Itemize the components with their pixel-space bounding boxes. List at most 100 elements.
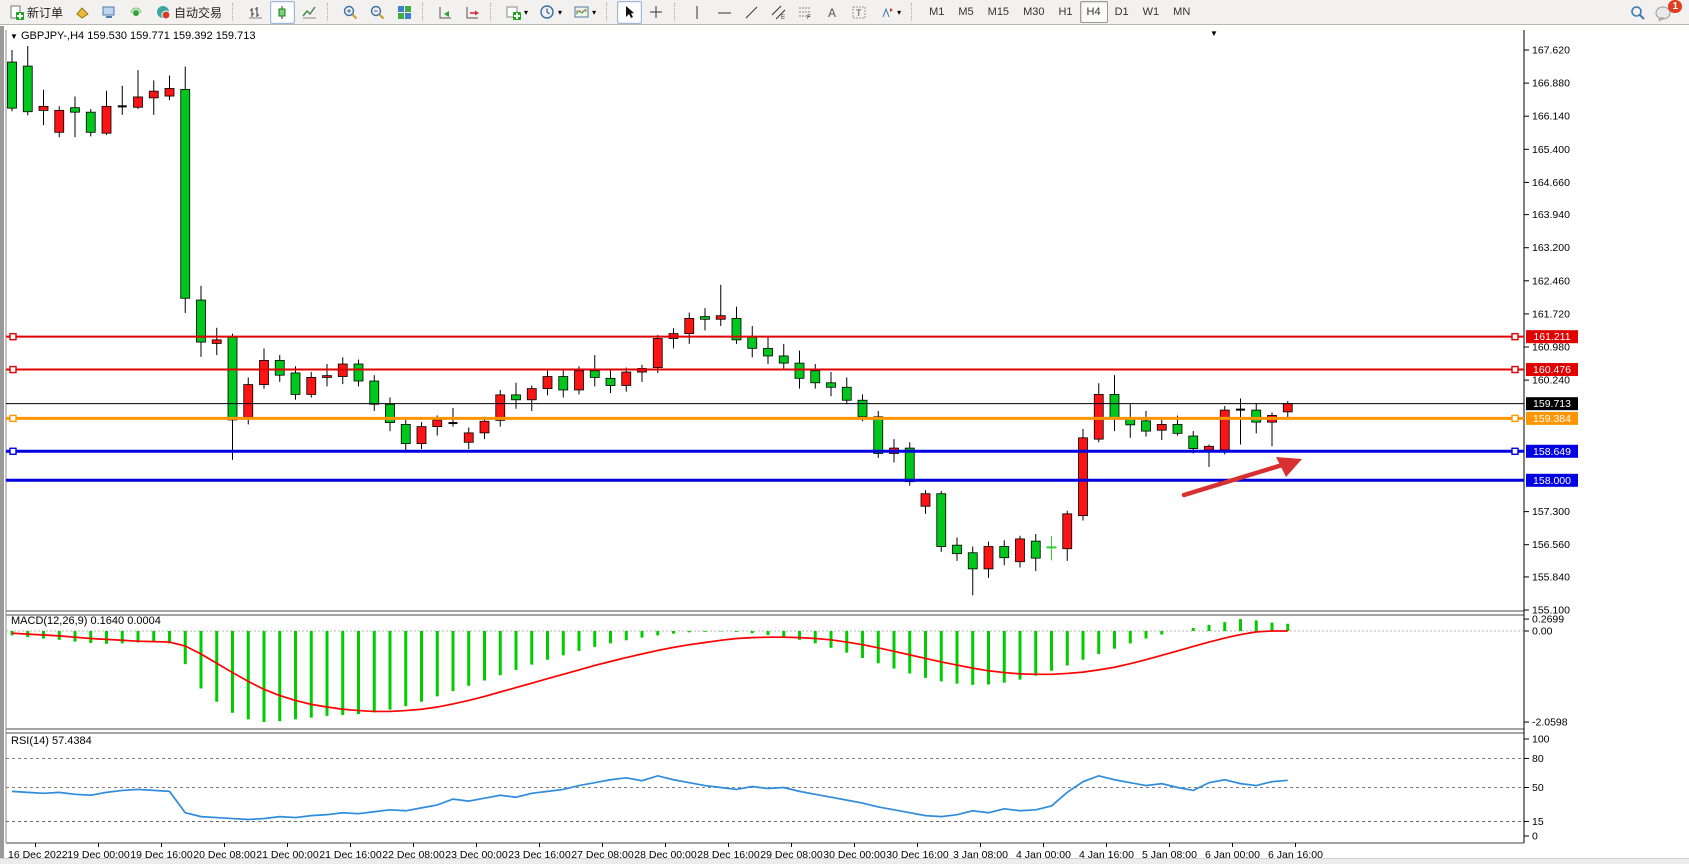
line-chart-button[interactable] — [297, 1, 322, 24]
search-icon[interactable] — [1630, 5, 1645, 20]
timeframe-mn-button[interactable]: MN — [1173, 6, 1191, 18]
indicators-icon — [506, 5, 522, 20]
chart-window: 167.620 166.880 166.140 165.400 164.660 163.9… — [0, 26, 1689, 864]
horizontal-line-icon — [717, 5, 732, 20]
cursor-icon — [622, 5, 637, 20]
auto-trading-button[interactable]: 自动交易 — [151, 1, 227, 24]
chart-shift-button[interactable] — [460, 1, 485, 24]
bar-chart-button[interactable] — [243, 1, 268, 24]
profiles-icon — [75, 5, 90, 20]
signals-icon — [129, 5, 144, 20]
toolbar-separator — [490, 3, 496, 21]
auto-trading-label: 自动交易 — [174, 5, 223, 20]
notification-count-badge: 1 — [1668, 0, 1682, 13]
symbol-dropdown-icon[interactable]: ▼ — [10, 32, 18, 41]
hline-158.000[interactable]: 158.000 — [6, 473, 1578, 487]
indicators-button[interactable]: ▾ — [501, 1, 533, 24]
toolbar-separator — [327, 3, 333, 21]
arrows-icon — [879, 5, 894, 20]
svg-text:161.211: 161.211 — [1533, 331, 1570, 343]
channel-tool-button[interactable]: E — [766, 1, 791, 24]
equidistant-channel-icon: E — [771, 5, 786, 21]
vertical-line-icon — [690, 5, 705, 20]
chart-expand-icon[interactable]: ▼ — [1210, 29, 1218, 38]
svg-text:155.840: 155.840 — [1532, 571, 1570, 583]
bar-chart-icon — [248, 5, 263, 20]
templates-icon — [574, 5, 589, 20]
hline-158.649[interactable]: 158.649 — [6, 444, 1578, 458]
fibonacci-tool-button[interactable]: F — [793, 1, 818, 24]
market-watch-button[interactable] — [97, 1, 122, 24]
vertical-line-tool-button[interactable] — [685, 1, 710, 24]
signals-button[interactable] — [124, 1, 149, 24]
svg-text:15: 15 — [1532, 816, 1544, 828]
cursor-button[interactable] — [617, 0, 643, 24]
chart-ohlc-values: 159.530 159.771 159.392 159.713 — [87, 30, 256, 42]
zoom-out-icon — [370, 5, 385, 20]
timeframe-m5-button[interactable]: M5 — [958, 6, 974, 18]
svg-text:159.384: 159.384 — [1533, 413, 1571, 425]
clock-icon — [540, 4, 555, 20]
candlestick-chart-button[interactable] — [270, 0, 296, 24]
templates-button[interactable]: ▾ — [569, 1, 601, 24]
timeframe-m1-button[interactable]: M1 — [929, 6, 945, 18]
line-chart-icon — [302, 5, 317, 20]
timeframe-h1-button[interactable]: H1 — [1058, 6, 1073, 18]
zoom-out-button[interactable] — [365, 1, 390, 24]
arrow-annotation[interactable] — [1181, 457, 1302, 498]
periods-button[interactable]: ▾ — [535, 1, 567, 24]
svg-text:155.100: 155.100 — [1532, 605, 1570, 617]
new-order-icon — [9, 5, 24, 20]
hline-159.384[interactable]: 159.384 — [6, 411, 1578, 425]
svg-text:166.140: 166.140 — [1532, 111, 1570, 123]
svg-text:-2.0598: -2.0598 — [1532, 717, 1568, 729]
dropdown-arrow-icon: ▾ — [592, 7, 597, 17]
toolbar-separator — [674, 3, 680, 21]
text-label-icon: T — [852, 5, 867, 20]
profiles-button[interactable] — [70, 1, 95, 24]
dropdown-arrow-icon: ▾ — [897, 7, 902, 17]
dropdown-arrow-icon: ▾ — [558, 7, 563, 17]
hline-161.211[interactable]: 161.211 — [6, 330, 1578, 344]
rsi-panel: 100 80 50 15 0 — [6, 734, 1550, 843]
text-tool-button[interactable]: A — [820, 1, 845, 24]
svg-text:160.980: 160.980 — [1532, 342, 1570, 354]
tile-windows-button[interactable] — [392, 1, 417, 24]
timeframe-m30-button[interactable]: M30 — [1023, 6, 1045, 18]
svg-text:163.940: 163.940 — [1532, 209, 1570, 221]
svg-text:F: F — [807, 15, 811, 20]
timeframe-h4-button[interactable]: H4 — [1079, 1, 1108, 23]
timeframe-group: M1 M5 M15 M30 H1 H4 D1 W1 MN — [922, 1, 1197, 23]
svg-text:167.620: 167.620 — [1532, 45, 1570, 57]
svg-text:161.720: 161.720 — [1532, 308, 1570, 320]
toolbar-right-group: 1 — [1630, 0, 1685, 22]
auto-scroll-button[interactable] — [433, 1, 458, 24]
arrows-tool-button[interactable]: ▾ — [874, 1, 906, 24]
timeframe-m15-button[interactable]: M15 — [987, 6, 1010, 18]
timeframe-d1-button[interactable]: D1 — [1114, 6, 1129, 18]
hline-160.476[interactable]: 160.476 — [6, 363, 1578, 377]
svg-text:100: 100 — [1532, 734, 1550, 746]
text-label-tool-button[interactable]: T — [847, 1, 872, 24]
horizontal-line-tool-button[interactable] — [712, 1, 737, 24]
new-order-button[interactable]: 新订单 — [4, 1, 68, 24]
notifications-icon[interactable]: 1 — [1655, 0, 1682, 22]
svg-text:166.880: 166.880 — [1532, 78, 1570, 90]
svg-text:163.200: 163.200 — [1532, 242, 1570, 254]
toolbar-separator — [422, 3, 428, 21]
hline-159.713[interactable]: 159.713 — [6, 397, 1578, 411]
trendline-tool-button[interactable] — [739, 1, 764, 24]
rsi-indicator-label: RSI(14) 57.4384 — [11, 735, 92, 747]
timeframe-w1-button[interactable]: W1 — [1142, 6, 1160, 18]
auto-scroll-icon — [438, 5, 453, 20]
svg-text:0.00: 0.00 — [1532, 626, 1553, 638]
chart-shift-icon — [465, 5, 480, 20]
zoom-in-button[interactable] — [338, 1, 363, 24]
toolbar-separator — [232, 3, 238, 21]
chart-title: ▼ GBPJPY-,H4 159.530 159.771 159.392 159… — [10, 30, 255, 42]
price-chart-canvas[interactable]: 167.620 166.880 166.140 165.400 164.660 163.9… — [4, 26, 1689, 864]
crosshair-button[interactable] — [644, 1, 669, 24]
svg-text:158.649: 158.649 — [1533, 446, 1571, 458]
candlestick-chart-icon — [275, 5, 290, 20]
